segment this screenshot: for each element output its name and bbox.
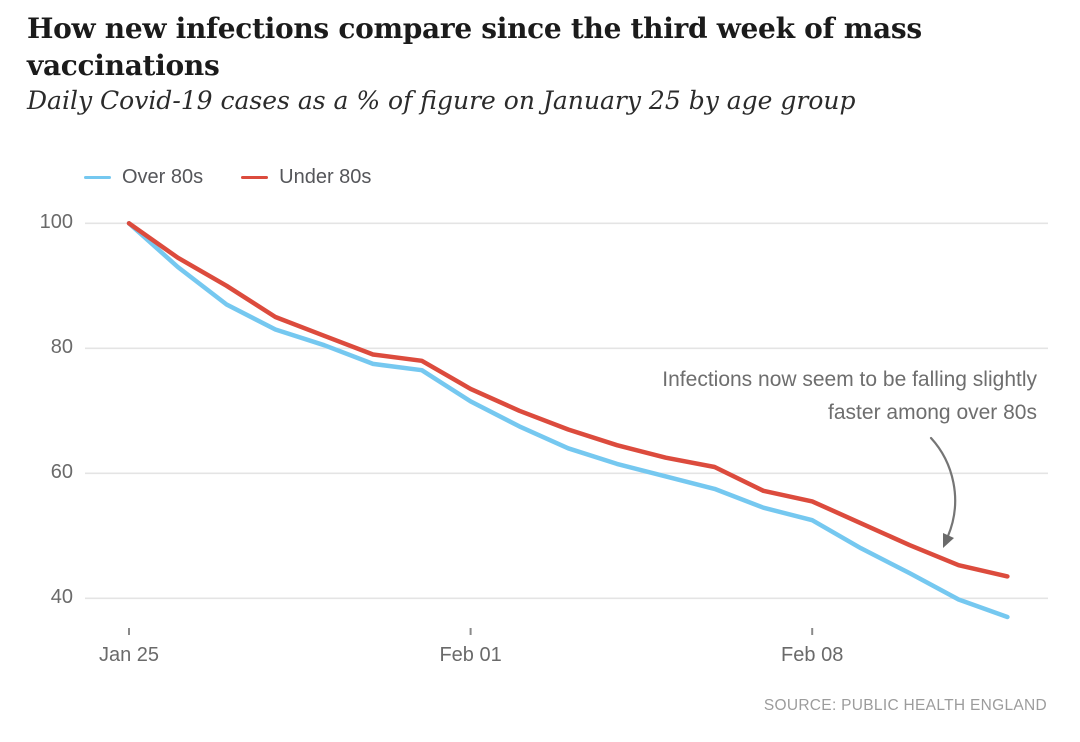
- annotation-arrow: [929, 436, 957, 538]
- page-title-line1: How new infections compare since the thi…: [27, 12, 922, 45]
- legend-label-over-80s: Over 80s: [122, 166, 204, 188]
- page-title-line2: vaccinations: [27, 49, 220, 82]
- gridlines: [85, 222, 1048, 600]
- annotation-line2: faster among over 80s: [828, 401, 1037, 424]
- chart-legend: Over 80s Under 80s: [84, 166, 371, 189]
- over-80s-swatch-icon: [84, 175, 111, 180]
- series-lines: [126, 221, 1010, 620]
- over-80s-line: [126, 221, 1010, 620]
- x-tick-label: Feb 08: [781, 644, 844, 666]
- under-80s-swatch-icon: [241, 175, 269, 180]
- page-title: How new infections compare since the thi…: [27, 10, 1027, 84]
- x-tick-label: Jan 25: [98, 644, 160, 666]
- x-tick-marks: [128, 628, 814, 635]
- legend-item-over-80s: Over 80s: [84, 166, 203, 189]
- annotation-arrowhead-icon: [943, 533, 954, 548]
- source-credit: SOURCE: PUBLIC HEALTH ENGLAND: [763, 697, 1047, 714]
- legend-label-under-80s: Under 80s: [279, 166, 372, 188]
- y-tick-label-80: 80: [50, 336, 73, 359]
- annotation-line1: Infections now seem to be falling slight…: [662, 368, 1037, 391]
- y-tick-label-40: 40: [50, 586, 73, 609]
- y-tick-label-60: 60: [50, 461, 73, 484]
- under-80s-line: [126, 221, 1010, 579]
- y-tick-label-100: 100: [39, 211, 73, 234]
- chart-annotation: Infections now seem to be falling slight…: [662, 363, 1037, 429]
- legend-item-under-80s: Under 80s: [241, 166, 371, 189]
- page-subtitle: Daily Covid-19 cases as a % of figure on…: [27, 86, 856, 115]
- x-tick-label: Feb 01: [439, 644, 502, 666]
